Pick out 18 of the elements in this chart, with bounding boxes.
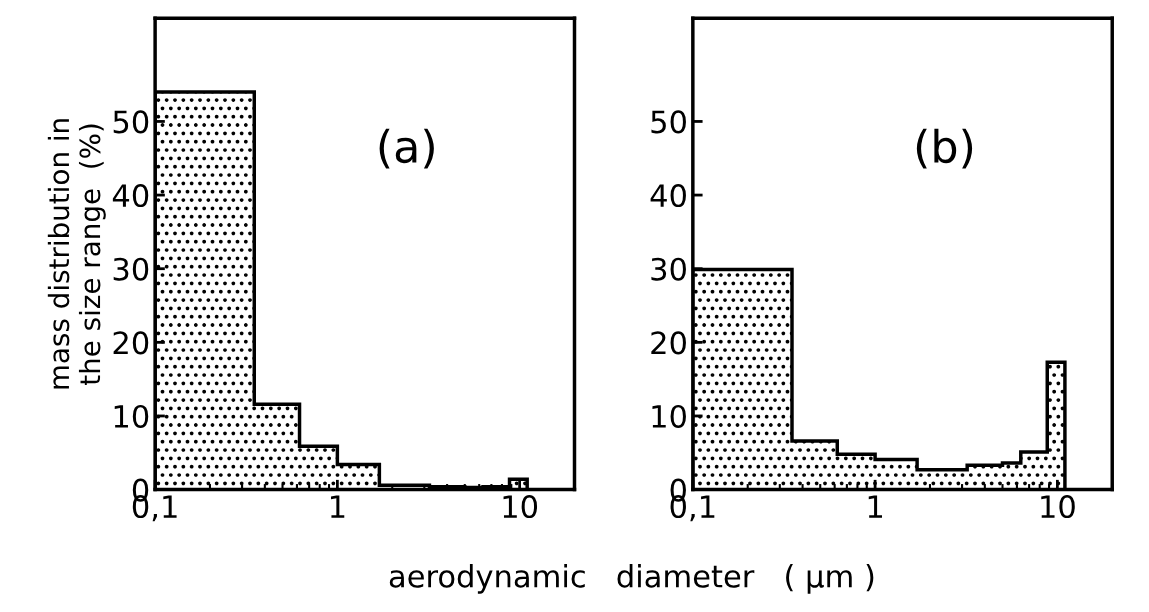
x-tick-label: 10 [1041, 495, 1075, 519]
y-tick-label: 30 [113, 257, 149, 281]
y-tick-label: 40 [650, 184, 686, 208]
x-axis-title: aerodynamic diameter ( μm ) [389, 564, 874, 594]
annotation: (b) [916, 128, 973, 169]
y-tick-label: 50 [113, 110, 149, 134]
x-tick-label: 1 [868, 495, 883, 518]
x-tick-label: 10 [503, 495, 538, 519]
annotation: (a) [379, 128, 434, 169]
y-tick-label: 30 [651, 257, 686, 281]
y-tick-label: 40 [112, 184, 149, 208]
y-tick-label: 50 [651, 110, 686, 134]
y-tick-label: 10 [652, 404, 686, 429]
y-tick-label: 10 [114, 404, 149, 429]
x-tick-label: 1 [331, 495, 345, 518]
y-axis-title: mass distribution in the size range (%) [47, 119, 106, 389]
y-tick-label: 20 [651, 331, 686, 355]
y-tick-label: 20 [113, 331, 149, 355]
